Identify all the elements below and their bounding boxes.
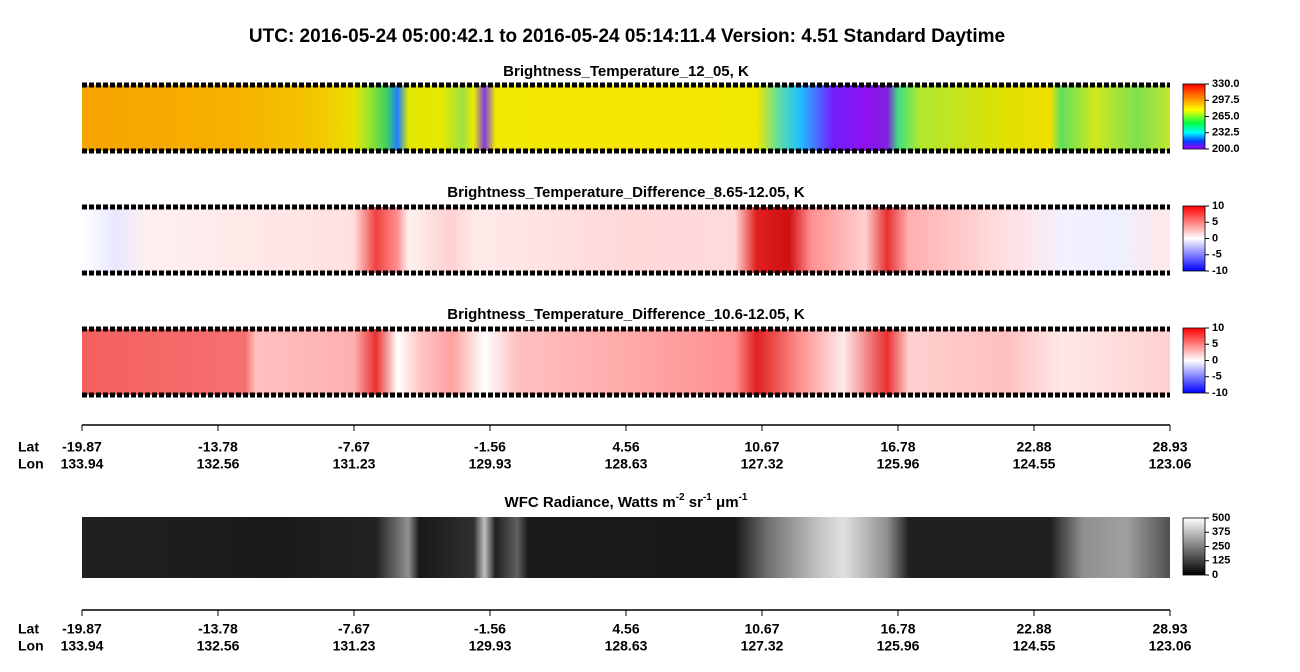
lon-tick-label: 132.56 xyxy=(197,638,240,654)
colorbar-tick-label: 5 xyxy=(1212,216,1218,228)
title-part: -2 xyxy=(676,492,685,503)
swath-image xyxy=(82,207,1170,273)
colorbar-tick-label: 297.5 xyxy=(1212,94,1240,106)
lat-tick-label: 22.88 xyxy=(1016,439,1051,455)
lon-tick-label: 129.93 xyxy=(469,638,512,654)
chart-title: UTC: 2016-05-24 05:00:42.1 to 2016-05-24… xyxy=(249,26,1005,47)
colorbar-tick-label: -10 xyxy=(1212,387,1228,399)
lat-tick-label: -1.56 xyxy=(474,439,506,455)
colorbar-tick-label: 5 xyxy=(1212,338,1218,350)
lat-tick-label: 16.78 xyxy=(880,439,915,455)
lon-tick-label: 131.23 xyxy=(333,638,376,654)
swath-image xyxy=(82,517,1170,578)
lat-label: Lat xyxy=(18,439,39,455)
lat-tick-label: 4.56 xyxy=(612,621,639,637)
colorbar xyxy=(1182,83,1206,150)
colorbar-tick-label: 0 xyxy=(1212,232,1218,244)
title-part: μm xyxy=(712,494,739,511)
swath-image xyxy=(82,329,1170,395)
colorbar-tick-label: 330.0 xyxy=(1212,78,1240,90)
colorbar-tick-label: 125 xyxy=(1212,555,1230,567)
colorbar-tick-label: 250 xyxy=(1212,540,1230,552)
lon-tick-label: 129.93 xyxy=(469,456,512,472)
title-part: Brightness_Temperature_Difference_8.65-1… xyxy=(447,184,805,201)
lon-label: Lon xyxy=(18,456,44,472)
colorbar-tick-label: 265.0 xyxy=(1212,110,1240,122)
lon-tick-label: 125.96 xyxy=(877,456,920,472)
title-part: Brightness_Temperature_Difference_10.6-1… xyxy=(447,306,805,323)
lat-tick-label: -19.87 xyxy=(62,439,102,455)
panel-title: WFC Radiance, Watts m-2 sr-1 μm-1 xyxy=(505,492,748,511)
lat-tick-label: -13.78 xyxy=(198,621,238,637)
lon-tick-label: 125.96 xyxy=(877,638,920,654)
panel-title: Brightness_Temperature_Difference_10.6-1… xyxy=(447,306,805,323)
lat-tick-label: 28.93 xyxy=(1152,621,1187,637)
lon-tick-label: 123.06 xyxy=(1149,638,1192,654)
lon-tick-label: 127.32 xyxy=(741,638,784,654)
lat-label: Lat xyxy=(18,621,39,637)
swath-image xyxy=(82,85,1170,151)
panel-title: Brightness_Temperature_Difference_8.65-1… xyxy=(447,184,805,201)
lat-tick-label: -19.87 xyxy=(62,621,102,637)
lat-tick-label: 22.88 xyxy=(1016,621,1051,637)
lon-tick-label: 131.23 xyxy=(333,456,376,472)
colorbar-tick-label: 0 xyxy=(1212,569,1218,581)
lon-tick-label: 128.63 xyxy=(605,638,648,654)
lon-tick-label: 124.55 xyxy=(1013,638,1056,654)
lon-tick-label: 133.94 xyxy=(61,456,104,472)
lat-tick-label: 10.67 xyxy=(744,621,779,637)
colorbar xyxy=(1182,517,1206,576)
lon-tick-label: 133.94 xyxy=(61,638,104,654)
title-part: sr xyxy=(685,494,704,511)
lon-tick-label: 128.63 xyxy=(605,456,648,472)
colorbar xyxy=(1182,205,1206,272)
colorbar-tick-label: 200.0 xyxy=(1212,143,1240,155)
title-part: -1 xyxy=(703,492,712,503)
lat-tick-label: -13.78 xyxy=(198,439,238,455)
lat-tick-label: 10.67 xyxy=(744,439,779,455)
lat-tick-label: -1.56 xyxy=(474,621,506,637)
colorbar-tick-label: 232.5 xyxy=(1212,127,1240,139)
lat-tick-label: 28.93 xyxy=(1152,439,1187,455)
lon-tick-label: 132.56 xyxy=(197,456,240,472)
colorbar-tick-label: -10 xyxy=(1212,265,1228,277)
panel-title: Brightness_Temperature_12_05, K xyxy=(503,63,749,80)
lat-tick-label: -7.67 xyxy=(338,439,370,455)
colorbar-tick-label: -5 xyxy=(1212,249,1222,261)
colorbar-tick-label: 375 xyxy=(1212,526,1230,538)
lat-tick-label: 16.78 xyxy=(880,621,915,637)
colorbar xyxy=(1182,327,1206,394)
lon-tick-label: 127.32 xyxy=(741,456,784,472)
colorbar-tick-label: 10 xyxy=(1212,200,1224,212)
lon-tick-label: 124.55 xyxy=(1013,456,1056,472)
lat-tick-label: 4.56 xyxy=(612,439,639,455)
colorbar-tick-label: 10 xyxy=(1212,322,1224,334)
title-part: -1 xyxy=(739,492,748,503)
colorbar-tick-label: -5 xyxy=(1212,371,1222,383)
colorbar-tick-label: 500 xyxy=(1212,512,1230,524)
lat-tick-label: -7.67 xyxy=(338,621,370,637)
colorbar-tick-label: 0 xyxy=(1212,354,1218,366)
title-part: Brightness_Temperature_12_05, K xyxy=(503,63,749,80)
lon-label: Lon xyxy=(18,638,44,654)
title-part: WFC Radiance, Watts m xyxy=(505,494,676,511)
lon-tick-label: 123.06 xyxy=(1149,456,1192,472)
